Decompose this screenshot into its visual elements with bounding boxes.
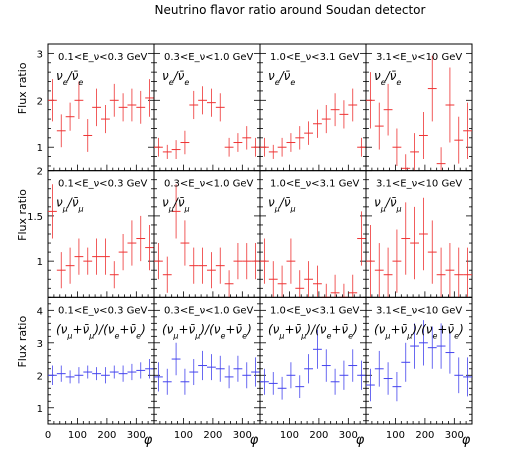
- ratio-label: (νμ+ν̄μ)/(νe+ν̄e): [374, 322, 464, 340]
- y-tick-label: 3: [37, 49, 43, 60]
- histogram-panel: 1.0<E_ν<3.1 GeV (νμ+ν̄μ)/(νe+ν̄e) 100 200 30…: [259, 296, 367, 441]
- energy-bin-label: 1.0<E_ν<3.1 GeV: [270, 305, 360, 316]
- histogram-panel: 0.1<E_ν<0.3 GeV νe/ν̄e: [47, 43, 155, 172]
- ratio-label: νe/ν̄e: [56, 69, 83, 87]
- x-tick-label: 300: [233, 430, 252, 441]
- x-tick-label: 200: [415, 430, 434, 441]
- histogram-panel: 1.0<E_ν<3.1 GeV νe/ν̄e: [259, 43, 367, 172]
- energy-bin-label: 0.3<E_ν<1.0 GeV: [164, 52, 254, 63]
- x-tick-label: 300: [339, 430, 358, 441]
- y-tick-label: 3: [37, 339, 43, 350]
- y-tick-label: 2: [37, 96, 43, 107]
- ratio-label: νe/ν̄e: [374, 69, 401, 87]
- histogram-panel: 1.0<E_ν<3.1 GeV νμ/ν̄μ: [259, 170, 367, 298]
- ratio-label: (νμ+ν̄μ)/(νe+ν̄e): [268, 322, 358, 340]
- x-axis-label: φ: [356, 433, 365, 448]
- ratio-label: νμ/ν̄μ: [56, 196, 84, 214]
- y-tick-label: 1: [37, 404, 43, 415]
- x-axis-label: φ: [462, 433, 471, 448]
- energy-bin-label: 3.1<E_ν<10 GeV: [376, 52, 462, 63]
- x-tick-label: 0: [45, 430, 51, 441]
- histogram-panel: 0.3<E_ν<1.0 GeV νμ/ν̄μ: [153, 170, 261, 298]
- histogram-panel: 3.1<E_ν<10 GeV νe/ν̄e: [365, 43, 473, 172]
- x-tick-label: 100: [280, 430, 299, 441]
- energy-bin-label: 1.0<E_ν<3.1 GeV: [270, 179, 360, 190]
- x-tick-label: 300: [445, 430, 464, 441]
- y-tick-label: 1: [37, 257, 43, 268]
- ratio-label: νe/ν̄e: [268, 69, 295, 87]
- histogram-panel: 3.1<E_ν<10 GeV νμ/ν̄μ: [365, 170, 473, 298]
- energy-bin-label: 0.1<E_ν<0.3 GeV: [58, 305, 148, 316]
- energy-bin-label: 3.1<E_ν<10 GeV: [376, 305, 462, 316]
- chart-title: Neutrino flavor ratio around Soudan dete…: [155, 3, 426, 17]
- energy-bin-label: 0.1<E_ν<0.3 GeV: [58, 52, 148, 63]
- y-axis-label: Flux ratio: [16, 316, 29, 368]
- ratio-label: νμ/ν̄μ: [162, 196, 190, 214]
- histogram-panel: 0.3<E_ν<1.0 GeV (νμ+ν̄μ)/(νe+ν̄e) 100 200 30…: [153, 296, 261, 441]
- x-tick-label: 100: [174, 430, 193, 441]
- energy-bin-label: 0.3<E_ν<1.0 GeV: [164, 179, 254, 190]
- x-tick-label: 200: [203, 430, 222, 441]
- energy-bin-label: 0.1<E_ν<0.3 GeV: [58, 179, 148, 190]
- x-tick-label: 200: [97, 430, 116, 441]
- histogram-panel: 0.1<E_ν<0.3 GeV νμ/ν̄μ: [47, 170, 155, 298]
- y-tick-label: 1: [37, 143, 43, 154]
- x-axis-label: φ: [250, 433, 259, 448]
- y-tick-label: 2: [37, 371, 43, 382]
- ratio-label: νμ/ν̄μ: [268, 196, 296, 214]
- energy-bin-label: 1.0<E_ν<3.1 GeV: [270, 52, 360, 63]
- x-tick-label: 100: [68, 430, 87, 441]
- y-tick-label: 1.5: [27, 212, 43, 223]
- x-tick-label: 100: [386, 430, 405, 441]
- histogram-panel: 0.1<E_ν<0.3 GeV (νμ+ν̄μ)/(νe+ν̄e) 0 100 200 3…: [45, 296, 155, 441]
- ratio-label: (νμ+ν̄μ)/(νe+ν̄e): [56, 322, 146, 340]
- ratio-label: νμ/ν̄μ: [374, 196, 402, 214]
- energy-bin-label: 0.3<E_ν<1.0 GeV: [164, 305, 254, 316]
- x-tick-label: 300: [127, 430, 146, 441]
- y-tick-label: 4: [37, 306, 43, 317]
- histogram-panel: 0.3<E_ν<1.0 GeV νe/ν̄e: [153, 43, 261, 172]
- y-axis-label: Flux ratio: [16, 189, 29, 241]
- histogram-panel: 3.1<E_ν<10 GeV (νμ+ν̄μ)/(νe+ν̄e) 100 200 300: [365, 296, 473, 441]
- y-tick-label: 2: [37, 167, 43, 178]
- ratio-label: νe/ν̄e: [162, 69, 189, 87]
- x-axis-label: φ: [144, 433, 153, 448]
- y-axis-label: Flux ratio: [16, 62, 29, 114]
- x-tick-label: 200: [309, 430, 328, 441]
- energy-bin-label: 3.1<E_ν<10 GeV: [376, 179, 462, 190]
- ratio-label: (νμ+ν̄μ)/(νe+ν̄e): [162, 322, 252, 340]
